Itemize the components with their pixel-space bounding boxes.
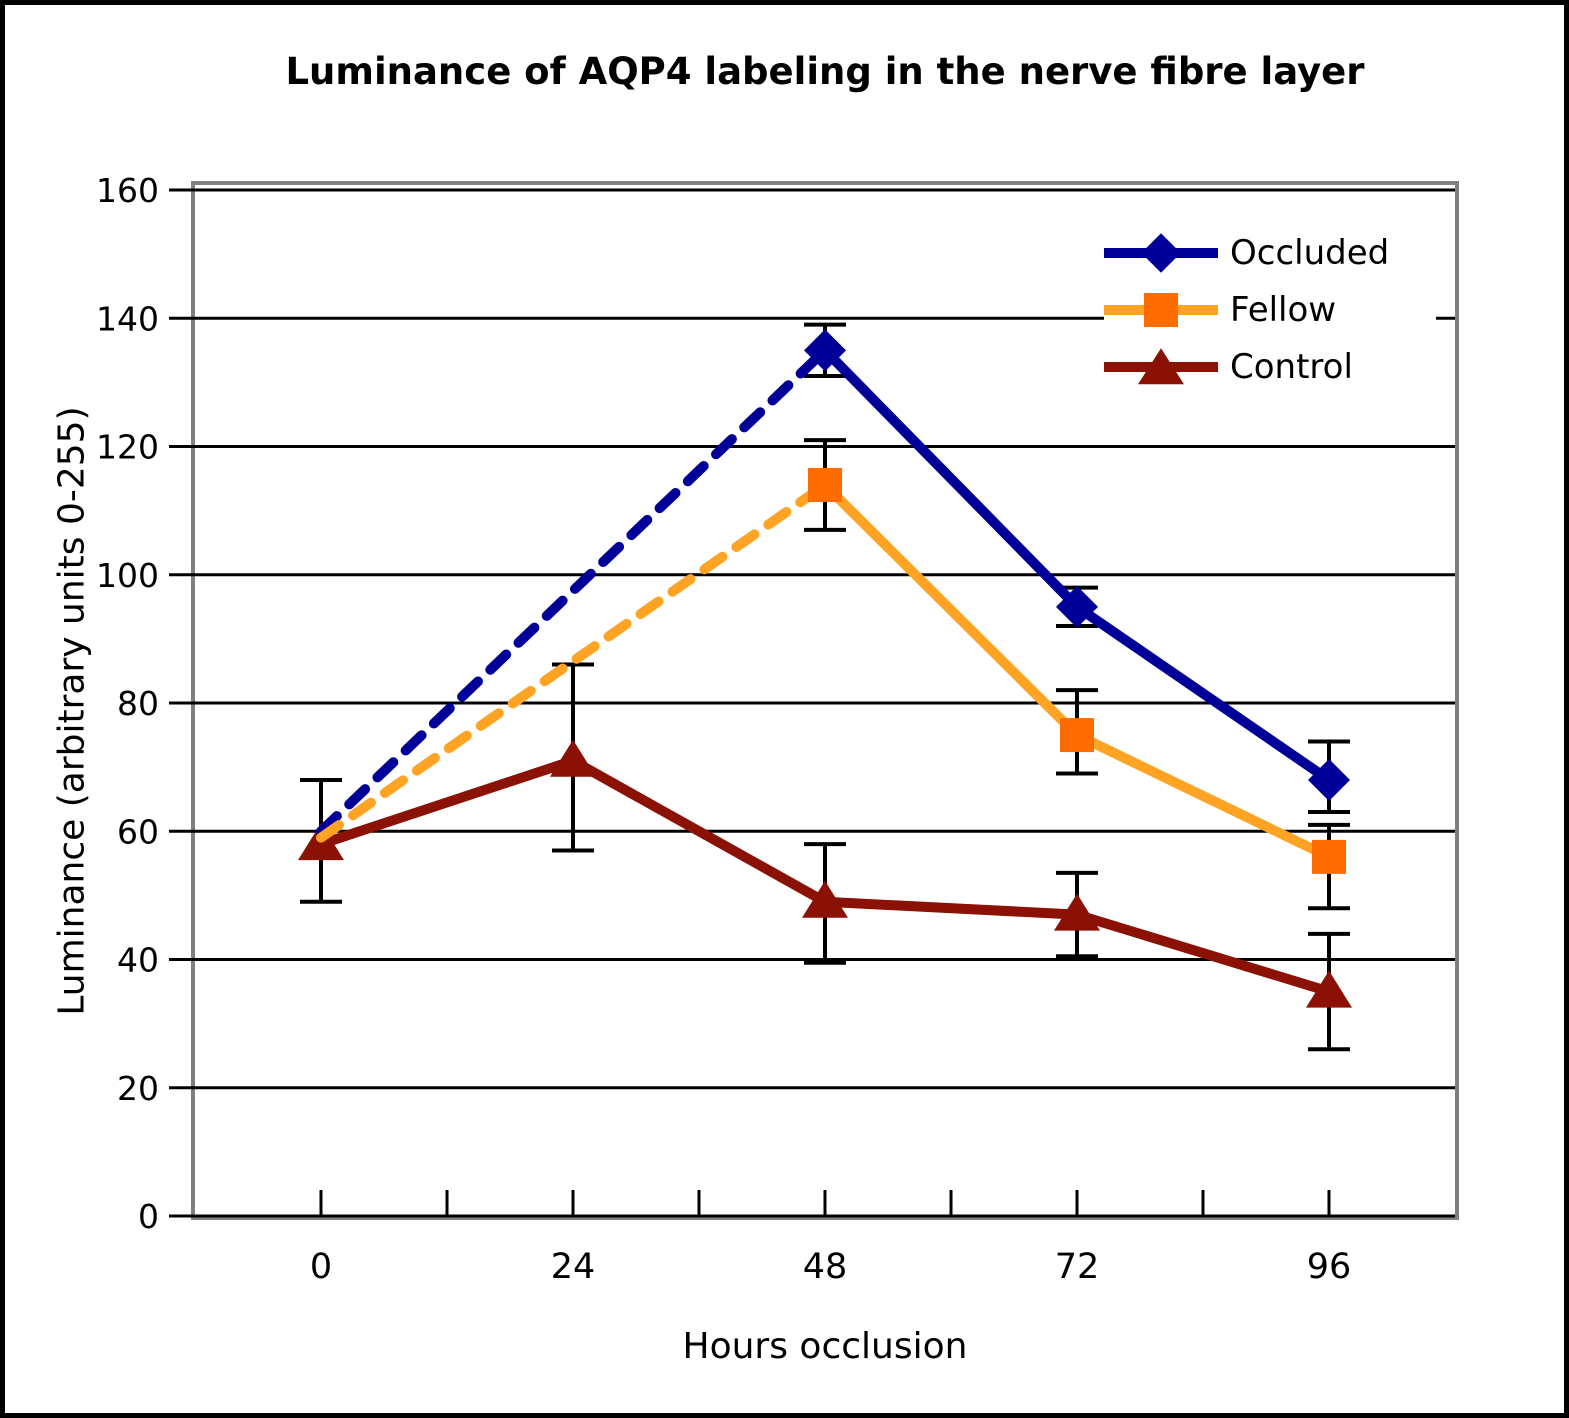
y-tick-label-120: 120 — [96, 428, 159, 467]
y-tick-label-140: 140 — [96, 299, 159, 338]
series-line — [820, 479, 1334, 862]
legend-item-occluded: Occluded — [1104, 224, 1436, 281]
diamond-marker — [1308, 758, 1350, 801]
series-control — [298, 662, 1352, 1052]
control-triangle-icon — [1104, 338, 1218, 395]
y-tick-label-160: 160 — [96, 171, 159, 210]
triangle-marker — [550, 739, 596, 777]
legend-label-control: Control — [1230, 346, 1353, 387]
diamond-marker — [804, 329, 846, 372]
x-axis-title: Hours occlusion — [682, 1326, 968, 1367]
series-line-dashed — [316, 479, 830, 843]
chart-title: Luminance of AQP4 labeling in the nerve … — [285, 50, 1365, 93]
fellow-square-icon — [1104, 281, 1218, 338]
y-tick-label-100: 100 — [96, 556, 159, 595]
y-tick-label-60: 60 — [117, 812, 159, 851]
legend-label-fellow: Fellow — [1230, 289, 1337, 330]
diamond-marker — [1056, 585, 1098, 628]
square-icon — [1144, 292, 1178, 327]
y-axis-title: Luminance (arbitrary units 0-255) — [51, 406, 93, 1016]
legend-label-occluded: Occluded — [1230, 232, 1390, 273]
x-tick-label-96: 96 — [1307, 1247, 1352, 1287]
x-tick-label-24: 24 — [551, 1247, 596, 1287]
y-tick-label-80: 80 — [117, 684, 159, 723]
y-tick-label-20: 20 — [117, 1069, 159, 1108]
occluded-diamond-icon — [1104, 224, 1218, 281]
square-marker — [1312, 839, 1346, 874]
square-marker — [808, 467, 842, 502]
series-line-dashed — [316, 345, 830, 837]
y-tick-label-40: 40 — [117, 941, 159, 980]
series-occluded — [316, 322, 1350, 837]
diamond-icon — [1141, 232, 1181, 273]
x-tick-label-0: 0 — [310, 1247, 332, 1287]
x-tick-label-72: 72 — [1055, 1247, 1100, 1287]
x-tick-label-48: 48 — [803, 1247, 848, 1287]
legend-item-fellow: Fellow — [1104, 281, 1436, 338]
triangle-marker — [1306, 970, 1352, 1008]
legend-item-control: Control — [1104, 338, 1436, 395]
plot-border — [191, 181, 1459, 1220]
triangle-marker — [1054, 893, 1100, 931]
triangle-marker — [802, 880, 848, 918]
y-tick-label-0: 0 — [138, 1197, 159, 1236]
triangle-icon — [1138, 347, 1184, 384]
series-fellow — [316, 438, 1350, 911]
legend: Occluded Fellow Control — [1104, 222, 1436, 397]
square-marker — [1060, 718, 1094, 753]
